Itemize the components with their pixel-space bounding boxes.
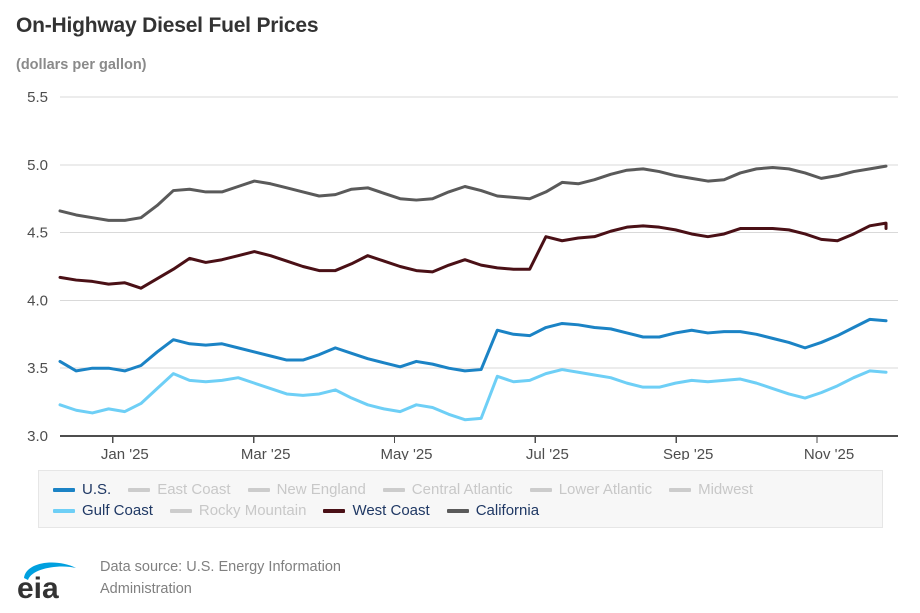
x-axis-tick-label: Jul '25 (526, 446, 569, 460)
source-line-2: Administration (100, 581, 192, 597)
x-axis-tick-label: Sep '25 (663, 446, 713, 460)
series-line-u-s (58, 317, 888, 373)
legend-item-california[interactable]: California (446, 502, 540, 519)
legend-swatch-icon (382, 487, 405, 492)
legend-swatch-icon (446, 508, 469, 513)
legend-row: U.S. East Coast New England Central Atlanti… (53, 479, 872, 500)
series-line-california (58, 164, 888, 222)
legend-label: Central Atlantic (411, 481, 513, 498)
x-axis-tick-label: May '25 (380, 446, 432, 460)
y-axis-tick-label: 4.0 (27, 292, 48, 309)
legend-label: Lower Atlantic (558, 481, 653, 498)
x-axis-tick-label: Nov '25 (804, 446, 854, 460)
legend-item-lower-atlantic[interactable]: Lower Atlantic (529, 481, 653, 498)
series-line-west-coast (58, 221, 888, 290)
page-title: On-Highway Diesel Fuel Prices (16, 14, 319, 37)
chart-footer: eia Data source: U.S. Energy Information… (16, 548, 536, 606)
eia-logo: eia (16, 556, 82, 605)
data-source-text: Data source: U.S. Energy Information Adm… (100, 556, 430, 600)
chart-subtitle: (dollars per gallon) (16, 57, 147, 73)
source-line-1: Data source: U.S. Energy Information (100, 559, 341, 575)
x-axis-tick-label: Jan '25 (101, 446, 149, 460)
legend-swatch-icon (323, 508, 346, 513)
legend-item-central-atlantic[interactable]: Central Atlantic (382, 481, 513, 498)
legend-label: U.S. (82, 481, 112, 498)
legend-label: New England (276, 481, 366, 498)
legend-item-midwest[interactable]: Midwest (669, 482, 753, 497)
line-chart-svg: 3.0 3.5 4.0 4.5 5.0 5.5 Jan '25 Mar '25 May '25 J… (27, 89, 898, 460)
legend-item-rocky-mountain[interactable]: Rocky Mountain (169, 502, 307, 519)
legend-swatch-icon (53, 487, 75, 492)
legend-swatch-icon (53, 508, 75, 513)
legend-label: West Coast (352, 502, 430, 519)
legend-swatch-icon (169, 508, 192, 513)
legend-label: Midwest (698, 481, 754, 498)
legend-item-u-s[interactable]: U.S. (53, 482, 111, 497)
x-axis-tick-label: Mar '25 (241, 446, 291, 460)
series-line-gulf-coast (58, 368, 888, 422)
legend-label: Gulf Coast (82, 502, 153, 519)
legend-row: Gulf Coast Rocky Mountain West Coast Califo… (53, 500, 872, 521)
legend-label: East Coast (157, 481, 231, 498)
legend-item-west-coast[interactable]: West Coast (323, 502, 430, 519)
chart-legend[interactable]: U.S. East Coast New England Central Atlanti… (38, 470, 883, 528)
y-axis-tick-label: 3.5 (27, 360, 48, 377)
legend-swatch-icon (247, 487, 270, 492)
legend-item-new-england[interactable]: New England (247, 481, 366, 498)
legend-swatch-icon (529, 487, 552, 492)
y-axis-tick-label: 3.0 (27, 428, 48, 445)
legend-swatch-icon (669, 487, 692, 492)
y-axis-tick-label: 5.0 (27, 157, 48, 174)
legend-label: California (475, 502, 540, 519)
legend-swatch-icon (128, 487, 151, 492)
legend-item-east-coast[interactable]: East Coast (128, 481, 231, 498)
eia-swoosh-icon (24, 562, 76, 580)
y-axis-tick-label: 5.5 (27, 89, 48, 106)
plot-area: 3.0 3.5 4.0 4.5 5.0 5.5 Jan '25 Mar '25 May '25 J… (27, 89, 898, 460)
legend-label: Rocky Mountain (198, 502, 307, 519)
y-axis-tick-label: 4.5 (27, 225, 48, 242)
legend-item-gulf-coast[interactable]: Gulf Coast (53, 503, 153, 518)
eia-wordmark: eia (17, 572, 59, 602)
